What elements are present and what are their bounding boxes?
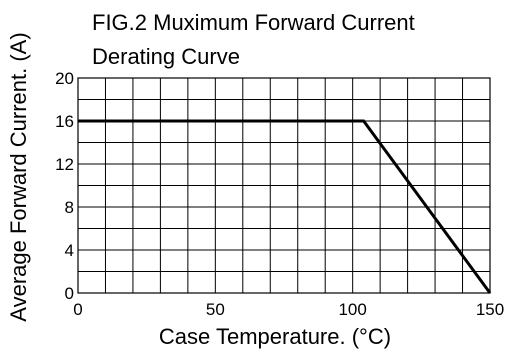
- x-tick-label: 50: [206, 300, 225, 319]
- x-tick-label: 150: [476, 300, 504, 319]
- plot-area-frame: [77, 77, 491, 294]
- tick-labels: 0 4 8 12 16 20 0 50 100 150: [55, 69, 504, 319]
- y-tick-label: 0: [65, 284, 74, 303]
- y-tick-label: 4: [65, 241, 74, 260]
- y-axis-label: Average Forward Current. (A): [6, 32, 31, 321]
- derating-curve-line: [78, 119, 492, 294]
- grid: [78, 78, 490, 293]
- y-tick-label: 12: [55, 155, 74, 174]
- chart-title-line-1: FIG.2 Muximum Forward Current: [92, 10, 415, 35]
- x-tick-label: 0: [73, 300, 82, 319]
- x-tick-label: 100: [338, 300, 366, 319]
- series-layer: [78, 119, 492, 294]
- y-tick-label: 8: [65, 198, 74, 217]
- x-axis-label: Case Temperature. (°C): [159, 324, 391, 349]
- chart-title-line-2: Derating Curve: [92, 44, 240, 69]
- y-tick-label: 20: [55, 69, 74, 88]
- y-tick-label: 16: [55, 112, 74, 131]
